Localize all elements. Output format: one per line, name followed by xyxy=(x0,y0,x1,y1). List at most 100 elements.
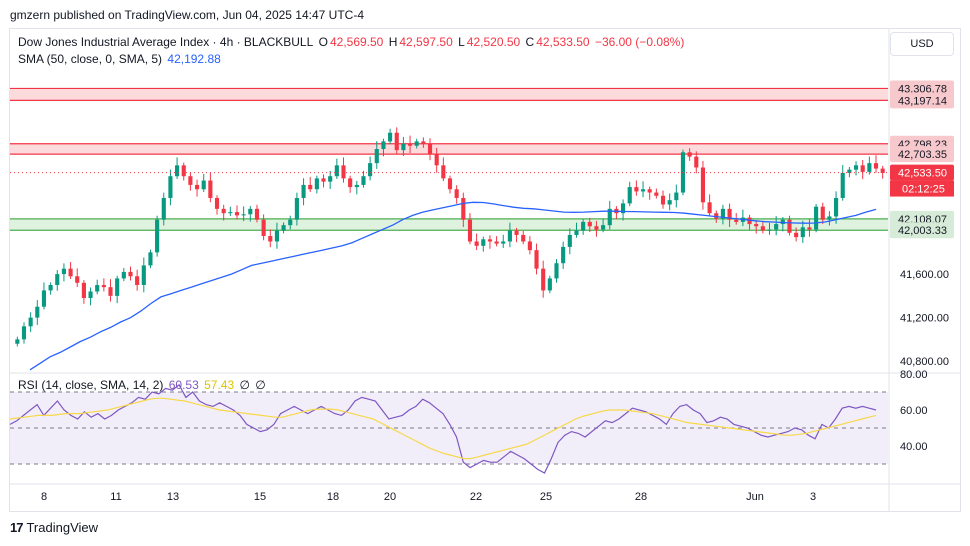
candle-body xyxy=(800,227,805,238)
time-tick-label: 11 xyxy=(110,491,121,503)
time-tick-label: 22 xyxy=(470,491,482,503)
candle-body xyxy=(88,291,93,299)
candle-body xyxy=(700,167,706,203)
candle-body xyxy=(494,241,499,244)
candle-body xyxy=(521,234,526,242)
candle-body xyxy=(467,219,473,242)
candle-body xyxy=(820,206,825,220)
rsi-value: 60.53 xyxy=(168,378,199,392)
candle-body xyxy=(381,141,386,150)
candle-body xyxy=(547,278,552,291)
candle-body xyxy=(860,165,865,172)
legend-change: −36.00 (−0.08%) xyxy=(594,35,685,49)
zone-support-2 xyxy=(10,218,888,231)
candle-body xyxy=(248,208,253,215)
candle-body xyxy=(128,271,133,277)
price-label-resistance: 43,197.14 xyxy=(898,95,947,107)
candle-body xyxy=(61,268,66,275)
candle-body xyxy=(501,241,506,244)
candle-body xyxy=(647,189,652,193)
candle-body xyxy=(374,149,379,164)
candle-body xyxy=(421,141,426,144)
candle-body xyxy=(694,156,699,168)
candle-body xyxy=(407,143,413,146)
countdown-box xyxy=(890,180,954,197)
candle-body xyxy=(294,197,299,220)
candle-body xyxy=(640,189,646,192)
candle-body xyxy=(873,163,879,169)
candle-body xyxy=(581,221,586,231)
candle-body xyxy=(687,152,692,157)
candle-body xyxy=(361,176,366,185)
candle-body xyxy=(794,232,799,238)
candle-body xyxy=(115,278,120,296)
rsi-label[interactable]: RSI (14, close, SMA, 14, 2) xyxy=(18,378,164,392)
legend-l-value: 42,520.50 xyxy=(466,35,521,49)
countdown-label: 02:12:25 xyxy=(902,184,945,196)
price-label-support: 42,003.33 xyxy=(898,225,947,237)
candle-body xyxy=(281,225,286,231)
candle-body xyxy=(234,212,240,216)
candle-body xyxy=(161,197,166,220)
candle-body xyxy=(853,165,859,170)
candle-body xyxy=(48,284,53,291)
candle-body xyxy=(827,216,832,220)
price-label-box xyxy=(890,146,954,163)
rsi-extra-1: ∅ xyxy=(239,378,250,392)
candle-body xyxy=(15,339,20,344)
candle-body xyxy=(155,219,160,253)
candle-body xyxy=(108,287,113,296)
candle-body xyxy=(301,184,306,198)
price-tick-label: 41,200.00 xyxy=(900,313,949,325)
candle-body xyxy=(674,192,679,201)
candle-body xyxy=(341,165,346,179)
candle-body xyxy=(328,176,333,182)
time-tick-label: 28 xyxy=(635,491,647,503)
candle-body xyxy=(41,290,47,307)
candle-body xyxy=(308,184,313,190)
candle-body xyxy=(427,143,433,155)
candle-body xyxy=(461,197,466,220)
candle-body xyxy=(75,276,80,283)
candle-body xyxy=(487,239,493,242)
candle-body xyxy=(188,176,193,185)
candle-body xyxy=(527,241,532,251)
sma-legend: SMA (50, close, 0, SMA, 5) 42,192.88 xyxy=(18,52,223,66)
candle-body xyxy=(554,263,559,279)
sma-label[interactable]: SMA (50, close, 0, SMA, 5) xyxy=(18,52,163,66)
candle-body xyxy=(441,165,446,179)
price-tick-label: 41,600.00 xyxy=(900,269,949,281)
candle-body xyxy=(401,143,406,151)
currency-button[interactable]: USD xyxy=(890,32,954,56)
candle-body xyxy=(95,284,100,292)
legend-symbol[interactable]: Dow Jones Industrial Average Index · 4h … xyxy=(18,35,314,49)
price-legend: Dow Jones Industrial Average Index · 4h … xyxy=(18,35,686,49)
rsi-ma-line xyxy=(9,397,877,460)
time-tick-label: 18 xyxy=(327,491,339,503)
candle-body xyxy=(767,229,772,231)
sma-value: 42,192.88 xyxy=(167,52,221,66)
candle-body xyxy=(254,208,260,220)
candle-body xyxy=(68,268,73,277)
candle-body xyxy=(880,168,885,173)
candle-body xyxy=(434,154,439,166)
candle-body xyxy=(567,234,572,247)
candle-body xyxy=(594,226,599,230)
candle-body xyxy=(734,219,739,222)
candle-body xyxy=(607,208,612,226)
rsi-ma-value: 57.43 xyxy=(204,378,235,392)
candle-body xyxy=(181,165,186,177)
candle-body xyxy=(394,132,399,151)
candle-body xyxy=(541,268,546,291)
candle-body xyxy=(561,246,566,264)
sma-line xyxy=(29,201,877,371)
candle-body xyxy=(228,212,233,214)
candle-body xyxy=(241,214,246,216)
candle-body xyxy=(268,236,273,242)
candle-body xyxy=(834,197,839,217)
candle-body xyxy=(221,208,226,214)
rsi-tick-label: 80.00 xyxy=(900,369,928,381)
price-label-box xyxy=(890,222,954,239)
price-label-resistance: 42,703.35 xyxy=(898,149,947,161)
